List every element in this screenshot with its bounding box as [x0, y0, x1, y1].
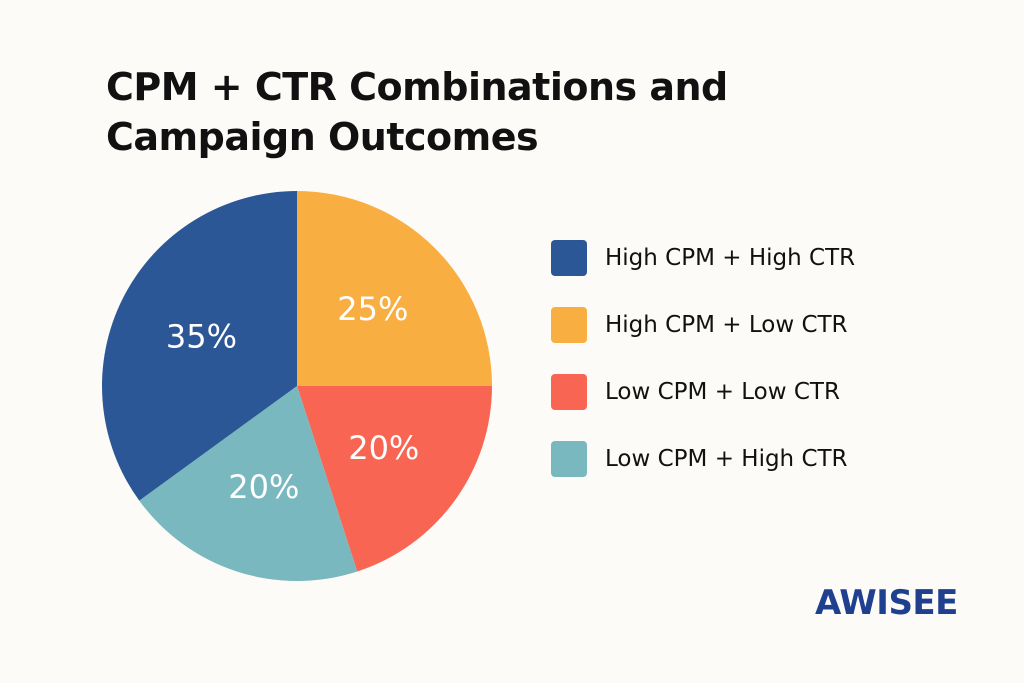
legend-label: Low CPM + Low CTR — [605, 378, 840, 405]
slice-label: 25% — [337, 290, 408, 328]
legend-swatch — [551, 440, 587, 477]
slice-label: 35% — [166, 317, 237, 355]
legend-item: High CPM + High CTR — [551, 224, 855, 291]
chart-title: CPM + CTR Combinations and Campaign Outc… — [106, 65, 728, 159]
legend-item: Low CPM + High CTR — [551, 425, 855, 492]
legend-label: High CPM + Low CTR — [605, 311, 848, 338]
legend-swatch — [551, 306, 587, 343]
awisee-logo: AWISEE — [815, 583, 958, 623]
legend-label: Low CPM + High CTR — [605, 445, 848, 472]
pie-slice — [101, 191, 298, 501]
slice-label: 20% — [228, 468, 299, 506]
legend: High CPM + High CTR High CPM + Low CTR Low… — [551, 224, 855, 492]
pie-slice — [297, 191, 492, 386]
pie-slice — [297, 386, 492, 572]
pie-slice — [139, 386, 358, 581]
legend-swatch — [551, 239, 587, 276]
legend-label: High CPM + High CTR — [605, 244, 856, 271]
legend-swatch — [551, 373, 587, 410]
legend-item: High CPM + Low CTR — [551, 291, 855, 358]
legend-item: Low CPM + Low CTR — [551, 358, 855, 425]
slice-label: 20% — [348, 429, 419, 467]
